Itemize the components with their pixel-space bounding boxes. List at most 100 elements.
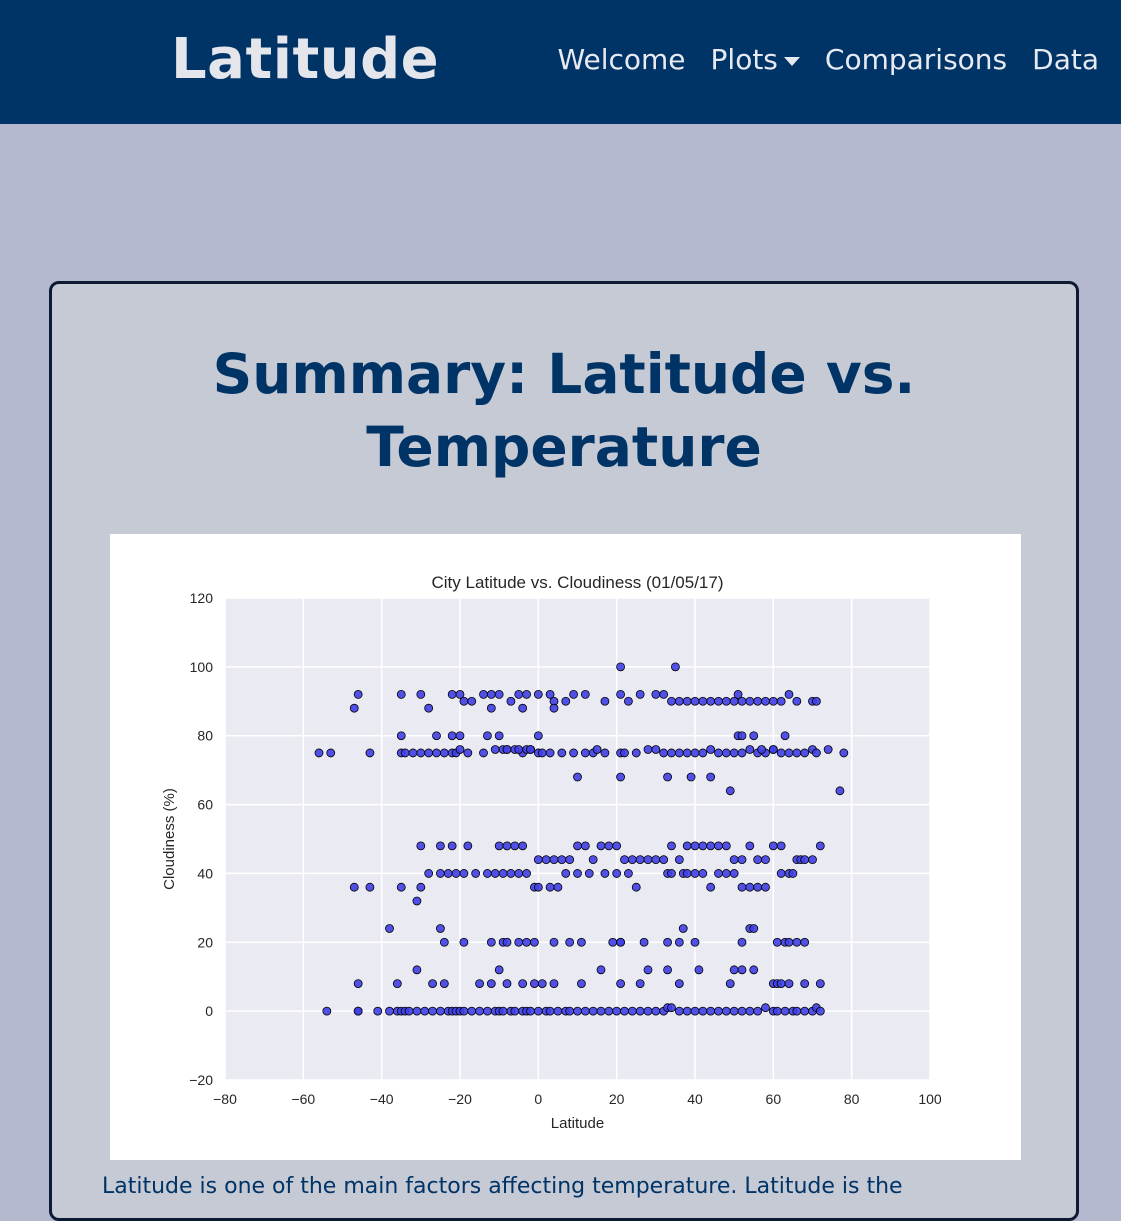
scatter-point	[682, 869, 692, 878]
x-tick-label: 100	[918, 1091, 942, 1107]
scatter-point	[365, 748, 375, 758]
scatter-point	[510, 841, 520, 851]
nav-plots-dropdown[interactable]: Plots	[711, 40, 800, 80]
scatter-point	[533, 731, 543, 741]
scatter-point	[729, 1006, 739, 1016]
summary-paragraph: Latitude is one of the main factors affe…	[102, 1174, 903, 1199]
scatter-point	[671, 662, 680, 672]
scatter-point	[557, 855, 567, 865]
scatter-point	[549, 855, 559, 865]
scatter-point	[651, 745, 661, 754]
scatter-point	[706, 882, 716, 892]
scatter-point	[690, 937, 700, 947]
y-tick-label: 60	[197, 797, 213, 813]
scatter-point	[815, 979, 825, 989]
scatter-point	[616, 937, 625, 947]
scatter-point	[698, 1006, 708, 1016]
scatter-point	[612, 869, 622, 878]
scatter-point	[667, 696, 676, 706]
scatter-point	[792, 748, 802, 758]
scatter-point	[545, 689, 555, 699]
scatter-point	[494, 731, 504, 741]
scatter-point	[549, 979, 559, 989]
scatter-point	[776, 748, 786, 758]
scatter-point	[757, 745, 766, 754]
y-tick-label: 120	[190, 590, 214, 606]
scatter-point	[404, 1006, 414, 1016]
caret-down-icon	[783, 56, 800, 66]
scatter-point	[784, 689, 794, 699]
scatter-point	[416, 841, 426, 851]
y-tick-label: 40	[197, 865, 213, 881]
scatter-point	[416, 689, 426, 699]
scatter-point	[737, 748, 747, 758]
scatter-point	[690, 696, 700, 706]
scatter-point	[349, 703, 359, 713]
scatter-point	[479, 689, 488, 699]
scatter-point	[729, 965, 739, 975]
scatter-point	[714, 696, 723, 706]
scatter-point	[737, 696, 747, 706]
scatter-point	[553, 1006, 563, 1016]
scatter-point	[396, 882, 406, 892]
scatter-point	[753, 882, 763, 892]
scatter-point	[463, 748, 473, 758]
scatter-point	[812, 696, 821, 706]
scatter-point	[725, 786, 735, 796]
scatter-point	[530, 937, 539, 947]
x-axis-label: Latitude	[551, 1115, 604, 1132]
scatter-point	[616, 772, 625, 782]
scatter-point	[706, 772, 716, 782]
y-tick-label: 0	[205, 1003, 213, 1019]
scatter-point	[749, 731, 759, 741]
scatter-point	[600, 869, 610, 878]
scatter-point	[643, 745, 653, 754]
scatter-point	[721, 748, 731, 758]
scatter-point	[604, 1006, 614, 1016]
scatter-point	[483, 869, 492, 878]
scatter-point	[577, 979, 586, 989]
scatter-point	[580, 689, 590, 699]
scatter-point	[600, 748, 610, 758]
scatter-point	[627, 1006, 637, 1016]
scatter-point	[772, 1006, 782, 1016]
scatter-point	[784, 748, 794, 758]
scatter-point	[624, 696, 633, 706]
scatter-point	[749, 965, 759, 975]
scatter-point	[565, 937, 575, 947]
scatter-point	[792, 937, 802, 947]
scatter-point	[690, 869, 700, 878]
scatter-point	[436, 841, 445, 851]
scatter-point	[694, 965, 704, 975]
scatter-point	[459, 869, 469, 878]
scatter-point	[588, 855, 598, 865]
scatter-point	[721, 1006, 731, 1016]
scatter-point	[678, 924, 688, 933]
scatter-point	[800, 937, 810, 947]
scatter-point	[737, 731, 747, 741]
scatter-point	[592, 745, 602, 754]
scatter-point	[674, 696, 684, 706]
scatter-point	[784, 937, 794, 947]
scatter-point	[776, 841, 786, 851]
scatter-point	[788, 869, 798, 878]
x-tick-label: −20	[448, 1091, 472, 1107]
scatter-point	[537, 979, 547, 989]
scatter-point	[475, 1006, 484, 1016]
scatter-point	[353, 979, 363, 989]
scatter-point	[526, 745, 535, 754]
scatter-point	[761, 882, 770, 892]
scatter-point	[620, 855, 629, 865]
scatter-point	[588, 1006, 598, 1016]
scatter-point	[479, 748, 488, 758]
nav-data[interactable]: Data	[1032, 40, 1099, 80]
scatter-point	[608, 937, 618, 947]
scatter-point	[412, 1006, 422, 1016]
nav-welcome[interactable]: Welcome	[557, 40, 685, 80]
nav-comparisons[interactable]: Comparisons	[825, 40, 1007, 80]
scatter-point	[690, 841, 700, 851]
scatter-point	[745, 841, 755, 851]
scatter-point	[721, 869, 731, 878]
brand-logo[interactable]: Latitude	[171, 27, 440, 92]
scatter-point	[714, 1006, 723, 1016]
